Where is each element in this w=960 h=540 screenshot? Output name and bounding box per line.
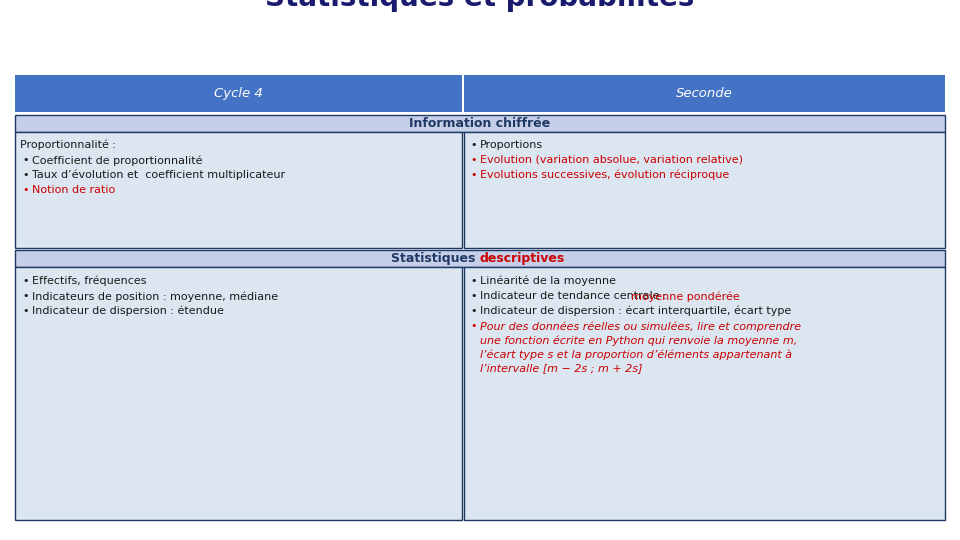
FancyBboxPatch shape <box>15 250 945 267</box>
Text: Evolutions successives, évolution réciproque: Evolutions successives, évolution récipr… <box>480 170 730 180</box>
Text: Indicateur de dispersion : écart interquartile, écart type: Indicateur de dispersion : écart interqu… <box>480 306 791 316</box>
Text: •: • <box>470 291 476 301</box>
FancyBboxPatch shape <box>15 132 462 248</box>
Text: •: • <box>22 185 29 195</box>
Text: moyenne pondérée: moyenne pondérée <box>632 291 740 301</box>
Text: •: • <box>470 276 476 286</box>
Text: •: • <box>470 321 476 331</box>
FancyBboxPatch shape <box>464 267 945 520</box>
Text: Indicateurs de position : moyenne, médiane: Indicateurs de position : moyenne, média… <box>32 291 278 301</box>
FancyBboxPatch shape <box>15 267 462 520</box>
Text: Information chiffrée: Information chiffrée <box>409 117 551 130</box>
Text: Indicateur de tendance centrale :: Indicateur de tendance centrale : <box>480 291 670 301</box>
Text: Proportions: Proportions <box>480 140 543 150</box>
FancyBboxPatch shape <box>464 132 945 248</box>
Text: •: • <box>470 170 476 180</box>
Text: l’intervalle [m − 2s ; m + 2s]: l’intervalle [m − 2s ; m + 2s] <box>480 363 642 373</box>
Text: Evolution (variation absolue, variation relative): Evolution (variation absolue, variation … <box>480 155 743 165</box>
Text: Effectifs, fréquences: Effectifs, fréquences <box>32 276 147 287</box>
FancyBboxPatch shape <box>15 115 945 132</box>
FancyBboxPatch shape <box>464 75 945 112</box>
Text: •: • <box>22 276 29 286</box>
Text: •: • <box>22 306 29 316</box>
Text: Seconde: Seconde <box>676 87 732 100</box>
Text: •: • <box>22 155 29 165</box>
Text: Taux d’évolution et  coefficient multiplicateur: Taux d’évolution et coefficient multipli… <box>32 170 285 180</box>
Text: Statistiques: Statistiques <box>392 252 480 265</box>
Text: Pour des données réelles ou simulées, lire et comprendre: Pour des données réelles ou simulées, li… <box>480 321 802 332</box>
Text: •: • <box>470 306 476 316</box>
Text: •: • <box>22 170 29 180</box>
Text: une fonction écrite en Python qui renvoie la moyenne m,: une fonction écrite en Python qui renvoi… <box>480 335 797 346</box>
Text: Cycle 4: Cycle 4 <box>214 87 263 100</box>
Text: Statistiques et probabilités: Statistiques et probabilités <box>265 0 695 12</box>
FancyBboxPatch shape <box>15 75 462 112</box>
Text: Indicateur de dispersion : étendue: Indicateur de dispersion : étendue <box>32 306 224 316</box>
Text: Coefficient de proportionnalité: Coefficient de proportionnalité <box>32 155 203 165</box>
Text: Linéarité de la moyenne: Linéarité de la moyenne <box>480 276 616 287</box>
Text: l’écart type s et la proportion d’éléments appartenant à: l’écart type s et la proportion d’élémen… <box>480 349 792 360</box>
Text: Proportionnalité :: Proportionnalité : <box>20 140 116 151</box>
Text: •: • <box>470 140 476 150</box>
Text: •: • <box>22 291 29 301</box>
Text: •: • <box>470 155 476 165</box>
Text: descriptives: descriptives <box>480 252 565 265</box>
Text: Notion de ratio: Notion de ratio <box>32 185 115 195</box>
